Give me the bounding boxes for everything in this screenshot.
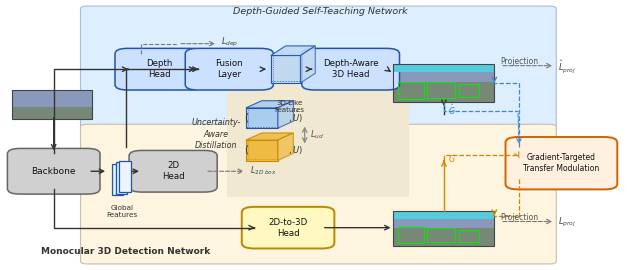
Text: $,\hat{U}$): $,\hat{U}$) bbox=[288, 110, 303, 125]
Bar bbox=[394, 64, 494, 72]
Text: Fusion
Layer: Fusion Layer bbox=[216, 59, 243, 79]
Text: $L_{2D\ box}$: $L_{2D\ box}$ bbox=[250, 164, 276, 177]
FancyBboxPatch shape bbox=[506, 137, 617, 189]
Text: 3D-Like
Features: 3D-Like Features bbox=[275, 100, 305, 113]
Polygon shape bbox=[246, 133, 293, 140]
Bar bbox=[427, 82, 455, 98]
Text: (: ( bbox=[244, 112, 248, 122]
Text: Gradient-Targeted
Transfer Modulation: Gradient-Targeted Transfer Modulation bbox=[524, 153, 600, 173]
Text: $,U$): $,U$) bbox=[288, 144, 303, 156]
FancyBboxPatch shape bbox=[227, 81, 410, 197]
FancyBboxPatch shape bbox=[242, 207, 334, 248]
Bar bbox=[394, 211, 494, 246]
Text: Depth
Head: Depth Head bbox=[146, 59, 172, 79]
Text: Backbone: Backbone bbox=[31, 167, 76, 176]
Text: (: ( bbox=[244, 144, 248, 154]
Bar bbox=[394, 64, 494, 82]
Bar bbox=[394, 211, 494, 228]
Polygon shape bbox=[278, 133, 293, 161]
FancyBboxPatch shape bbox=[302, 48, 399, 90]
Bar bbox=[427, 228, 455, 242]
Text: Uncertainty-
Aware
Distillation: Uncertainty- Aware Distillation bbox=[191, 118, 241, 150]
Polygon shape bbox=[271, 56, 300, 83]
Text: Depth-Aware
3D Head: Depth-Aware 3D Head bbox=[323, 59, 378, 79]
FancyBboxPatch shape bbox=[115, 48, 203, 90]
Polygon shape bbox=[246, 140, 278, 161]
Text: $L_{dep}$: $L_{dep}$ bbox=[221, 36, 239, 49]
Text: Projection: Projection bbox=[500, 213, 538, 222]
Polygon shape bbox=[246, 108, 278, 128]
Bar bbox=[12, 90, 92, 119]
Text: Monocular 3D Detection Network: Monocular 3D Detection Network bbox=[40, 247, 210, 255]
FancyBboxPatch shape bbox=[129, 150, 217, 192]
Bar bbox=[394, 228, 494, 246]
Polygon shape bbox=[271, 46, 316, 56]
Text: 2D
Head: 2D Head bbox=[162, 161, 184, 181]
FancyBboxPatch shape bbox=[120, 161, 131, 192]
Bar bbox=[394, 211, 494, 219]
Text: $L_{proj}$: $L_{proj}$ bbox=[557, 216, 575, 229]
Polygon shape bbox=[246, 101, 293, 108]
FancyBboxPatch shape bbox=[81, 6, 556, 146]
FancyBboxPatch shape bbox=[81, 124, 556, 264]
Bar bbox=[12, 107, 92, 119]
Text: $\hat{L}_{proj}$: $\hat{L}_{proj}$ bbox=[557, 58, 575, 75]
Polygon shape bbox=[300, 46, 316, 83]
Bar bbox=[394, 82, 494, 102]
Bar bbox=[399, 82, 424, 99]
Text: $\hat{G}$: $\hat{G}$ bbox=[448, 103, 456, 117]
Text: Depth-Guided Self-Teaching Network: Depth-Guided Self-Teaching Network bbox=[233, 6, 407, 16]
Polygon shape bbox=[278, 101, 293, 128]
FancyBboxPatch shape bbox=[8, 148, 100, 194]
Text: 2D-to-3D
Head: 2D-to-3D Head bbox=[268, 218, 308, 238]
Text: $G$: $G$ bbox=[448, 153, 456, 164]
Bar bbox=[12, 90, 92, 107]
Bar bbox=[459, 230, 479, 242]
Text: $L_{ud}$: $L_{ud}$ bbox=[310, 129, 324, 141]
Bar bbox=[459, 84, 479, 97]
Text: Projection: Projection bbox=[500, 57, 538, 66]
FancyBboxPatch shape bbox=[116, 162, 127, 194]
FancyBboxPatch shape bbox=[112, 164, 124, 195]
Bar bbox=[399, 227, 424, 243]
FancyBboxPatch shape bbox=[185, 48, 273, 90]
Text: Global
Features: Global Features bbox=[106, 205, 138, 218]
Bar bbox=[394, 64, 494, 102]
